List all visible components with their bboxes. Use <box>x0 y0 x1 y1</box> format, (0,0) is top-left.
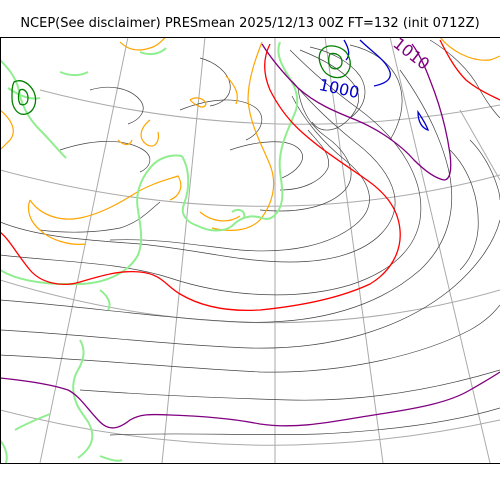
isobar-1020 <box>0 39 500 312</box>
graticule-meridian <box>324 37 384 463</box>
graticule-parallel <box>0 169 500 207</box>
graticule-meridian <box>459 109 500 181</box>
graticule-parallel <box>0 409 500 446</box>
map-title: NCEP(See disclaimer) PRESmean 2025/12/13… <box>20 16 480 31</box>
contour-label-1000: 1000 <box>317 75 361 102</box>
graticule-meridian <box>39 37 129 463</box>
contour-label-1010: 1010 <box>389 37 433 74</box>
graticule-meridian <box>389 37 491 463</box>
pressure-map: 1000 1010 <box>0 37 500 463</box>
map-panel: 1000 1010 <box>0 37 500 463</box>
terrain-contours <box>0 37 500 245</box>
high-center-contours <box>11 45 351 115</box>
graticule-parallel <box>39 89 500 125</box>
graticule-parallel <box>0 279 500 324</box>
isobars-minor <box>0 39 500 436</box>
isobar-1000 <box>343 39 430 132</box>
isobar-1010 <box>0 43 500 429</box>
coastlines <box>0 41 299 463</box>
